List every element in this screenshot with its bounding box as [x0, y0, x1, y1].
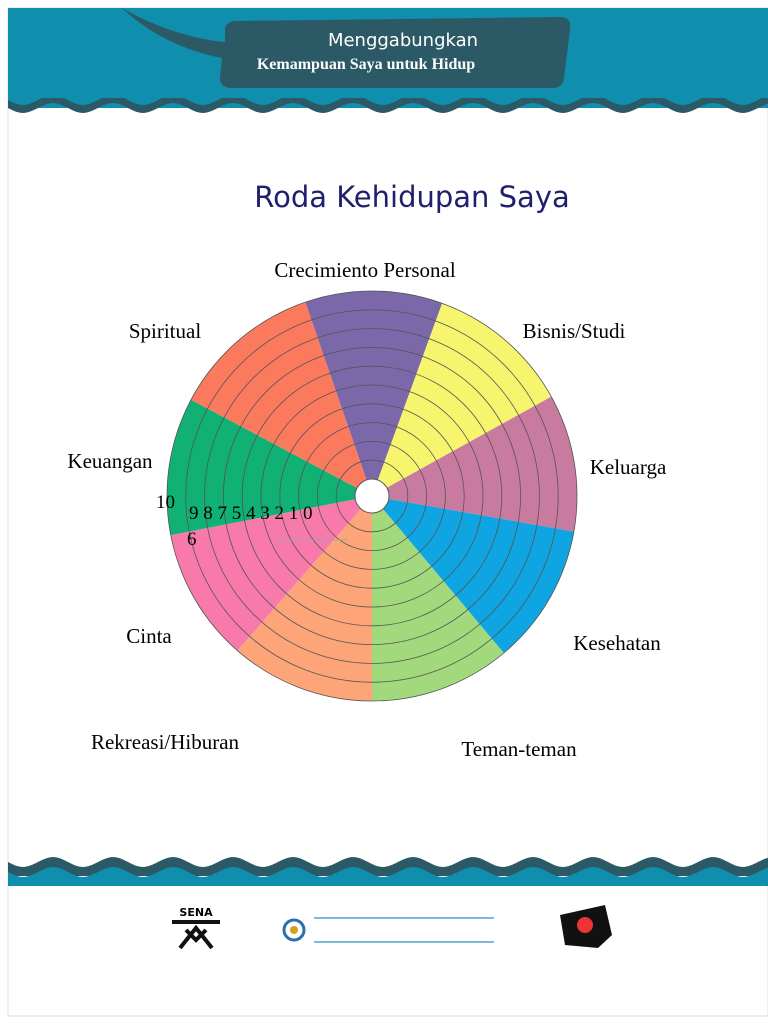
footer-wave: [8, 867, 768, 886]
wheel-ring: [260, 384, 484, 608]
wave: [8, 90, 768, 105]
wheel-segment: [170, 496, 372, 651]
logo-mark: [172, 920, 220, 950]
header-line1: Menggabungkan: [328, 30, 478, 51]
wheel-ring: [316, 440, 427, 551]
wheel-ring: [298, 422, 446, 570]
header-line2: Kemampuan Saya untuk Hidup: [257, 56, 475, 73]
footer-logo-right-accent: [577, 917, 593, 933]
wheel-ring: [166, 290, 578, 702]
area-label: Crecimiento Personal: [274, 258, 456, 282]
wheel-ring: [335, 459, 409, 533]
area-label: Bisnis/Studi: [523, 319, 626, 343]
scale-label: 6: [187, 529, 197, 550]
wheel: [166, 290, 578, 702]
area-label: Teman-teman: [461, 737, 577, 761]
scale-label: 10: [156, 492, 175, 513]
wheel-segment: [237, 496, 372, 701]
wheel-ring: [241, 365, 503, 627]
scale-label: 9 8 7 5 4 3 2 1 0: [189, 503, 313, 524]
wheel-segment: [190, 302, 372, 496]
wheel-segment: [372, 496, 504, 701]
area-label: Keluarga: [590, 455, 667, 479]
area-label: Kesehatan: [573, 631, 661, 655]
wheel-ring: [204, 328, 540, 664]
area-label: Keuangan: [67, 449, 153, 473]
wheel-ring: [279, 403, 465, 589]
wheel-ring: [185, 309, 559, 683]
wheel-segment: [372, 496, 574, 654]
area-labels: Crecimiento Personal Bisnis/Studi Keluarga…: [67, 258, 667, 761]
footer-seal-center: [290, 926, 298, 934]
wheel-ring: [222, 346, 522, 646]
area-label: Rekreasi/Hiburan: [91, 730, 240, 754]
footer-logo-left: SENA: [172, 906, 220, 950]
wheel-segment: [372, 303, 552, 496]
page-title: Roda Kehidupan Saya: [254, 180, 570, 214]
header-bubble: [122, 8, 571, 88]
wheel-segment: [167, 399, 372, 536]
wheel-segment: [305, 291, 443, 496]
logo-text: SENA: [179, 906, 213, 919]
waves: [8, 90, 768, 886]
area-label: Spiritual: [129, 319, 201, 343]
wheel-hub: [354, 478, 390, 514]
area-label: Cinta: [126, 624, 172, 648]
footer-wave: [8, 857, 768, 876]
